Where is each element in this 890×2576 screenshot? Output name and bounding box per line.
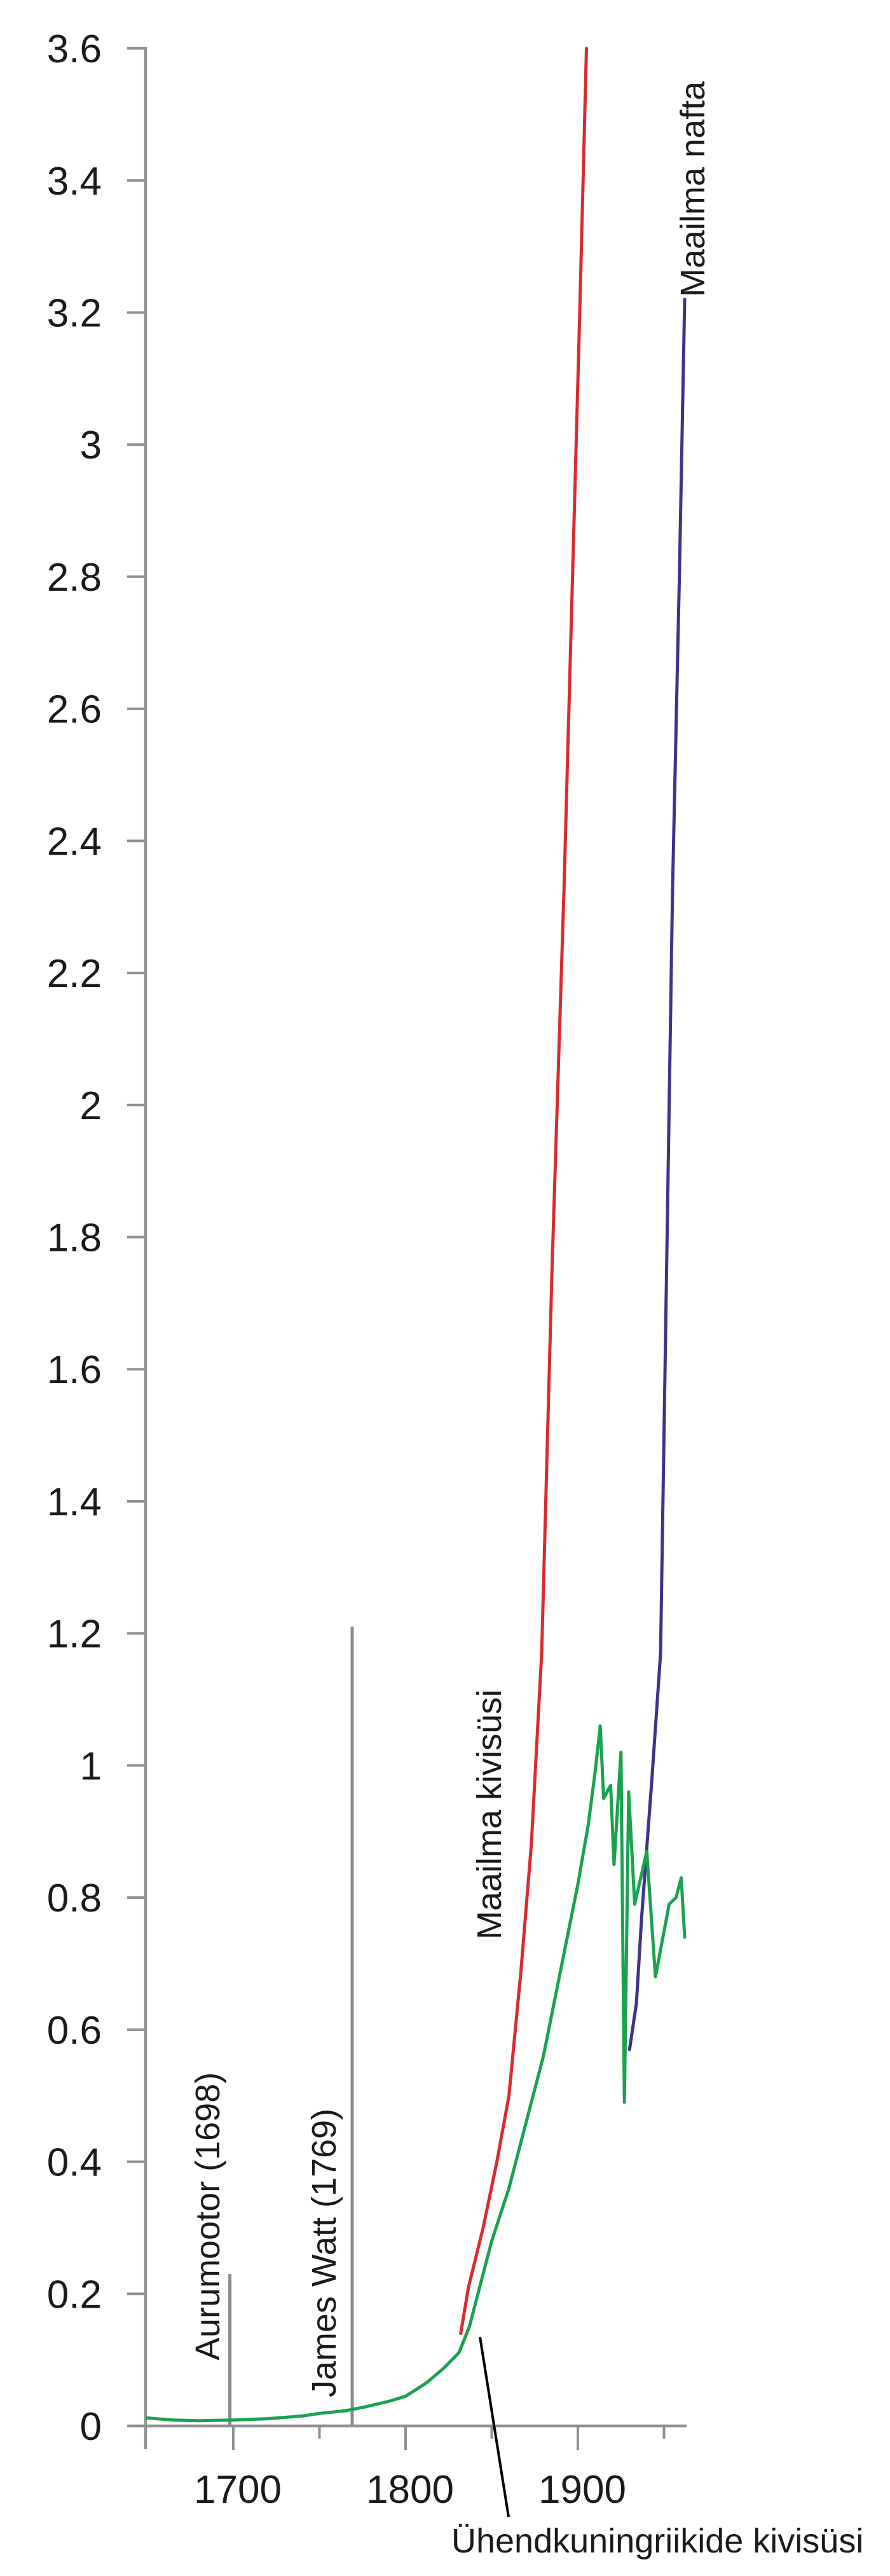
series-label-world-oil: Maailma nafta	[674, 81, 712, 297]
series-line-world-oil	[627, 298, 687, 2051]
y-tick-label: 3	[80, 424, 102, 467]
y-tick-label: 3.4	[47, 160, 102, 203]
event-label-aurumootor: Aurumootor (1698)	[189, 2072, 227, 2360]
y-tick-label: 1.2	[47, 1613, 102, 1656]
series-line-uk-coal	[146, 1724, 687, 2423]
y-tick-label: 1.6	[47, 1348, 102, 1392]
series-line-world-coal	[459, 46, 588, 2336]
y-tick-label: 2.8	[47, 556, 102, 600]
y-tick-label: 2.2	[47, 952, 102, 996]
y-tick-label: 2.6	[47, 688, 102, 732]
y-tick-label: 0.6	[47, 2009, 102, 2053]
x-tick-label: 1900	[538, 2468, 626, 2512]
event-lines	[228, 1627, 354, 2425]
y-tick-label: 0.4	[47, 2141, 102, 2185]
y-tick-label: 1.4	[47, 1480, 102, 1524]
y-tick-label: 0.8	[47, 1877, 102, 1920]
y-tick-label: 2.4	[47, 820, 102, 864]
y-tick-label: 2	[80, 1084, 102, 1128]
y-tick-label: 1	[80, 1744, 102, 1788]
series-label-uk-coal: Ühendkuningriikide kivisüsi	[451, 2522, 863, 2560]
y-tick-label: 3.6	[47, 27, 102, 71]
callout-line-uk-coal	[479, 2336, 510, 2517]
y-tick-label: 0.2	[47, 2273, 102, 2317]
event-label-james-watt: James Watt (1769)	[305, 2109, 343, 2397]
x-tick-label: 1800	[366, 2468, 454, 2512]
series-lines	[146, 46, 687, 2423]
y-tick-label: 0	[80, 2405, 102, 2449]
series-label-world-coal: Maailma kivisüsi	[470, 1690, 509, 1939]
x-tick-label: 1700	[194, 2468, 282, 2512]
axes: 0 0.2 0.4 0.6 0.8 1 1.2 1.4 1.6 1.8 2 2.2 2.4 2.6 2.8 3…	[47, 27, 687, 2512]
y-tick-label: 3.2	[47, 291, 102, 335]
y-tick-label: 1.8	[47, 1216, 102, 1260]
